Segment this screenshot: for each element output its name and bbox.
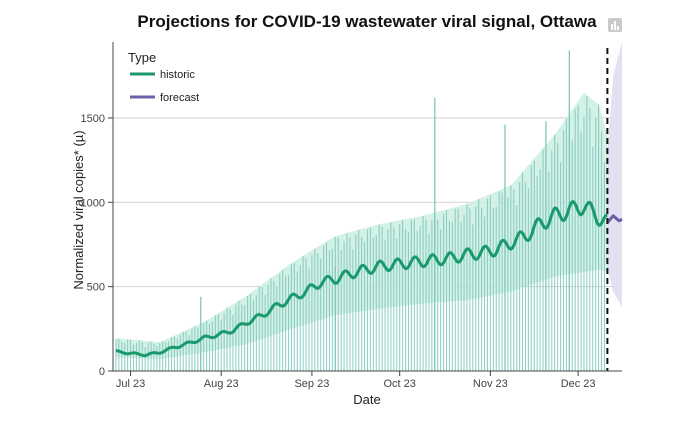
x-axis-label: Date xyxy=(353,392,380,407)
legend-historic-label[interactable]: historic xyxy=(160,69,195,81)
y-tick-label: 1000 xyxy=(81,197,105,209)
x-tick-label: Jul 23 xyxy=(116,378,145,390)
legend: Type historic forecast xyxy=(128,50,199,104)
y-tick-label: 0 xyxy=(99,366,105,378)
series-lines xyxy=(115,48,623,371)
forecast-line xyxy=(606,214,623,224)
x-tick-label: Nov 23 xyxy=(473,378,508,390)
legend-title: Type xyxy=(128,50,156,65)
y-tick-label: 500 xyxy=(87,282,105,294)
chart-title: Projections for COVID-19 wastewater vira… xyxy=(137,12,597,31)
x-tick-label: Dec 23 xyxy=(561,378,596,390)
y-tick-label: 1500 xyxy=(81,113,105,125)
x-tick-label: Aug 23 xyxy=(204,378,239,390)
axes: 0 500 1000 1500 Jul 23 Aug 23 Sep 23 Oct 23 Nov … xyxy=(81,42,622,390)
forecast-confidence-band xyxy=(607,42,622,307)
x-tick-label: Sep 23 xyxy=(294,378,329,390)
legend-forecast-label[interactable]: forecast xyxy=(160,92,199,104)
historic-line xyxy=(115,200,608,358)
chart-menu-icon[interactable] xyxy=(608,18,622,32)
x-tick-label: Oct 23 xyxy=(383,378,415,390)
y-axis-label: Normalized viral copies* (µ) xyxy=(71,130,86,289)
